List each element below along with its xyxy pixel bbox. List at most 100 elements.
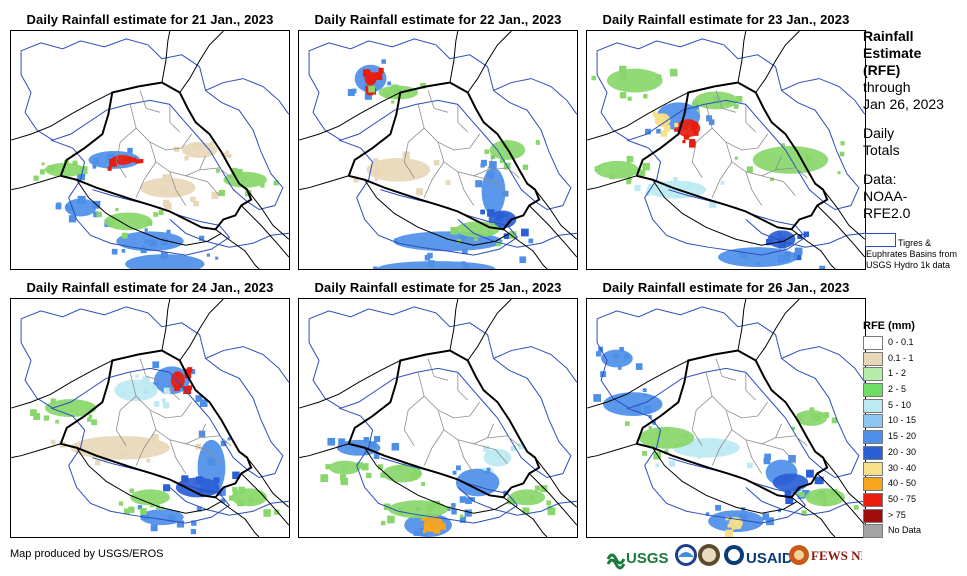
rainfall-pixel	[720, 181, 725, 185]
rainfall-pixel	[402, 151, 410, 159]
rainfall-pixel	[109, 218, 115, 225]
legend-item: 15 - 20	[863, 430, 963, 446]
rainfall-pixel	[190, 196, 196, 203]
rainfall-pixel	[175, 371, 180, 376]
rainfall-pixel	[91, 419, 98, 426]
legend-item: > 75	[863, 508, 963, 525]
legend-swatch	[863, 477, 883, 492]
rainfall-pixel	[421, 482, 426, 487]
rainfall-pixel	[521, 228, 529, 237]
sidebar-source-line: NOAA-	[863, 188, 908, 204]
noaa-logo	[675, 544, 697, 566]
iraq-border	[347, 349, 541, 499]
rainfall-pixel	[152, 382, 159, 388]
legend-label: 40 - 50	[888, 478, 917, 489]
rainfall-pixel	[696, 453, 702, 459]
rainfall-pixel	[119, 451, 127, 458]
rainfall-map	[586, 30, 866, 270]
rainfall-pixel	[216, 168, 220, 173]
rainfall-pixel	[137, 505, 143, 510]
rainfall-pixel	[160, 187, 167, 195]
basin-boundary	[308, 38, 572, 211]
rainfall-pixel	[115, 207, 119, 212]
rainfall-area	[125, 254, 205, 269]
rainfall-pixel	[374, 177, 378, 181]
rainfall-pixel	[483, 445, 490, 453]
rainfall-pixel	[41, 162, 45, 166]
rainfall-pixel	[778, 241, 786, 249]
rainfall-pixel	[121, 248, 126, 253]
rainfall-pixel	[77, 195, 86, 204]
rainfall-pixel	[490, 222, 495, 227]
rainfall-pixel	[233, 490, 238, 496]
rainfall-area	[70, 435, 170, 460]
rainfall-pixel	[781, 143, 785, 147]
legend-item: 1 - 2	[863, 367, 963, 383]
rainfall-pixel	[706, 115, 713, 122]
rainfall-pixel	[445, 180, 451, 186]
basin-boundary	[745, 346, 865, 516]
rainfall-pixel	[696, 109, 700, 113]
rainfall-pixel	[231, 167, 238, 174]
legend-swatch	[863, 492, 883, 507]
rainfall-pixel	[460, 235, 466, 241]
rainfall-pixel	[260, 183, 265, 188]
map-panel: Daily Rainfall estimate for 25 Jan., 202…	[298, 278, 578, 543]
rainfall-pixel	[464, 509, 472, 517]
rainfall-pixel	[142, 376, 150, 384]
rainfall-pixel	[655, 74, 662, 81]
map-graphic	[11, 31, 289, 269]
rainfall-pixel	[484, 149, 490, 155]
map-panel: Daily Rainfall estimate for 24 Jan., 202…	[10, 278, 290, 543]
rainfall-pixel	[397, 465, 402, 470]
rainfall-pixel	[547, 507, 556, 516]
rainfall-pixel	[638, 169, 646, 177]
rainfall-pixel	[522, 164, 529, 170]
basin-boundary	[20, 38, 284, 211]
rainfall-pixel	[797, 413, 802, 418]
sidebar-totals-line: Daily	[863, 125, 895, 141]
rainfall-pixel	[648, 425, 652, 430]
rainfall-pixel	[30, 409, 37, 417]
legend-label: 2 - 5	[888, 384, 907, 395]
legend-label: 5 - 10	[888, 399, 912, 410]
rainfall-pixel	[50, 398, 56, 404]
rainfall-pixel	[238, 486, 245, 494]
rainfall-pixel	[339, 474, 346, 481]
rainfall-pixel	[150, 524, 158, 532]
rainfall-pixel	[643, 393, 648, 398]
rainfall-pixel	[653, 451, 661, 460]
rainfall-pixel	[725, 529, 734, 537]
rainfall-pixel	[207, 458, 216, 466]
rainfall-pixel	[618, 366, 622, 370]
rainfall-pixel	[87, 417, 92, 422]
rainfall-pixel	[372, 158, 379, 164]
rainfall-pixel	[464, 265, 470, 269]
legend-swatch	[863, 398, 883, 413]
legend-label: 0.1 - 1	[888, 352, 914, 363]
legend-swatch	[863, 414, 883, 429]
rainfall-pixel	[633, 404, 642, 413]
rainfall-pixel	[763, 457, 771, 465]
legend-swatch	[863, 524, 883, 539]
rainfall-pixel	[127, 147, 133, 154]
rainfall-pixel	[128, 156, 133, 161]
rainfall-pixel	[240, 176, 247, 183]
rainfall-pixel	[33, 413, 41, 420]
rainfall-pixel	[519, 256, 527, 264]
rainfall-pixel	[263, 509, 271, 517]
rainfall-pixel	[823, 412, 830, 418]
rainfall-pixel	[619, 92, 627, 99]
rainfall-pixel	[693, 99, 699, 106]
legend-swatch	[863, 430, 883, 445]
rainfall-pixel	[139, 159, 144, 164]
basin-boundary	[457, 78, 577, 248]
rainfall-pixel	[369, 441, 377, 449]
rainfall-pixel	[794, 247, 803, 256]
rainfall-pixel	[92, 164, 97, 169]
rainfall-area	[366, 157, 431, 182]
rainfall-pixel	[93, 158, 99, 164]
rainfall-pixel	[613, 353, 619, 359]
legend-item: 20 - 30	[863, 445, 963, 462]
rfe-legend: RFE (mm) 0 - 0.1 0.1 - 1 1 - 2 2 - 5 5 - 10 1…	[863, 320, 963, 540]
